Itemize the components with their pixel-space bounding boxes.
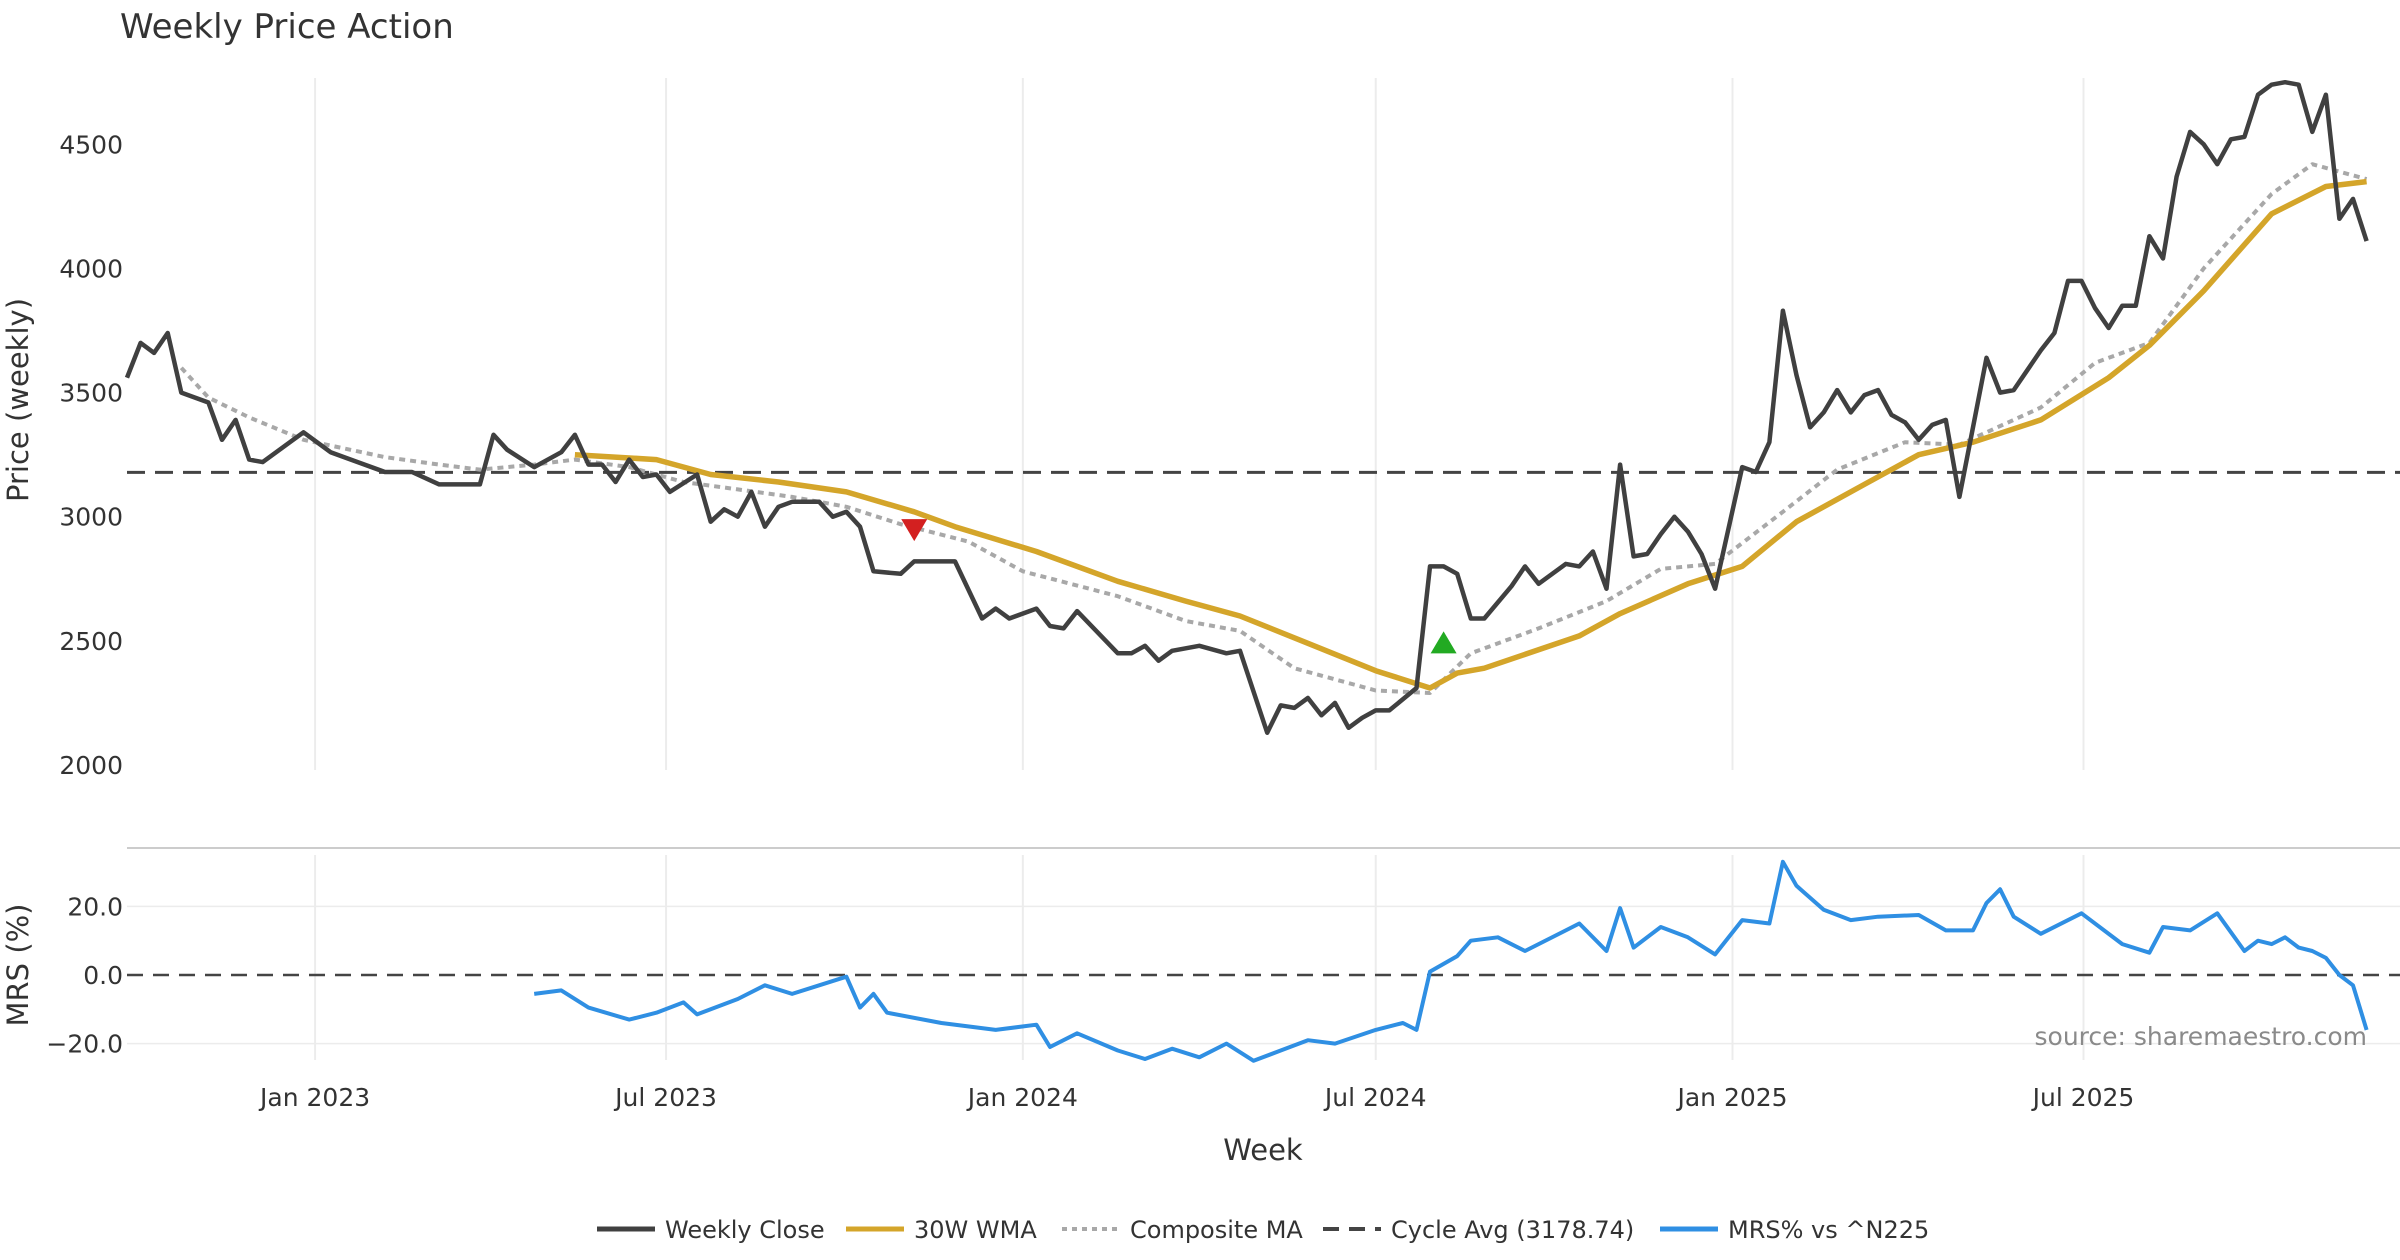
mrs-y-tick-label: −20.0 xyxy=(46,1030,123,1059)
price-y-tick-label: 3500 xyxy=(59,379,123,408)
x-tick-labels: Jan 2023 Jul 2023 Jan 2024 Jul 2024 Jan 2025… xyxy=(258,1083,2134,1112)
legend-label: Cycle Avg (3178.74) xyxy=(1391,1216,1634,1244)
chart-title: Weekly Price Action xyxy=(120,7,454,47)
legend-item: Cycle Avg (3178.74) xyxy=(1323,1216,1634,1244)
mrs-y-tick-label: 0.0 xyxy=(83,961,123,990)
x-tick-label: Jan 2024 xyxy=(966,1083,1078,1112)
x-tick-label: Jul 2025 xyxy=(2031,1083,2135,1112)
price-y-tick-label: 4000 xyxy=(59,254,123,283)
mrs-y-axis-label: MRS (%) xyxy=(1,904,35,1027)
legend-label: Composite MA xyxy=(1130,1216,1303,1244)
x-axis-label: Week xyxy=(1223,1133,1303,1167)
price-y-tick-label: 2500 xyxy=(59,627,123,656)
x-tick-label: Jan 2025 xyxy=(1675,1083,1787,1112)
price-y-tick-label: 2000 xyxy=(59,751,123,780)
mrs-y-tick-label: 20.0 xyxy=(67,892,123,921)
legend-item: MRS% vs ^N225 xyxy=(1660,1216,1929,1244)
x-tick-label: Jul 2023 xyxy=(613,1083,717,1112)
source-annotation: source: sharemaestro.com xyxy=(2035,1022,2368,1051)
weekly-close-series xyxy=(124,79,2369,735)
legend-label: 30W WMA xyxy=(914,1216,1037,1244)
price-y-tick-label: 4500 xyxy=(59,130,123,159)
buy-marker xyxy=(1430,631,1457,654)
legend-label: Weekly Close xyxy=(665,1216,825,1244)
price-y-axis-label: Price (weekly) xyxy=(1,298,35,502)
price-y-tick-labels: 2000 2500 3000 3500 4000 4500 xyxy=(59,130,123,780)
legend: Weekly Close 30W WMA Composite MA Cycle Avg… xyxy=(597,1216,1929,1244)
mrs-y-gridlines xyxy=(127,905,2400,1045)
price-x-gridlines xyxy=(314,78,2085,770)
x-tick-label: Jul 2024 xyxy=(1323,1083,1427,1112)
price-y-tick-label: 3000 xyxy=(59,503,123,532)
signal-markers xyxy=(901,519,1457,654)
wma-30w-series xyxy=(574,178,2367,691)
legend-label: MRS% vs ^N225 xyxy=(1728,1216,1929,1244)
mrs-y-tick-labels: 20.0 0.0 −20.0 xyxy=(46,892,123,1058)
legend-item: Weekly Close xyxy=(597,1216,825,1244)
composite-ma-series xyxy=(179,162,2368,695)
sell-marker xyxy=(901,519,928,542)
legend-item: Composite MA xyxy=(1062,1216,1303,1244)
x-tick-label: Jan 2023 xyxy=(258,1083,370,1112)
mrs-x-gridlines xyxy=(314,855,2085,1060)
mrs-series xyxy=(533,859,2369,1063)
legend-item: 30W WMA xyxy=(846,1216,1037,1244)
